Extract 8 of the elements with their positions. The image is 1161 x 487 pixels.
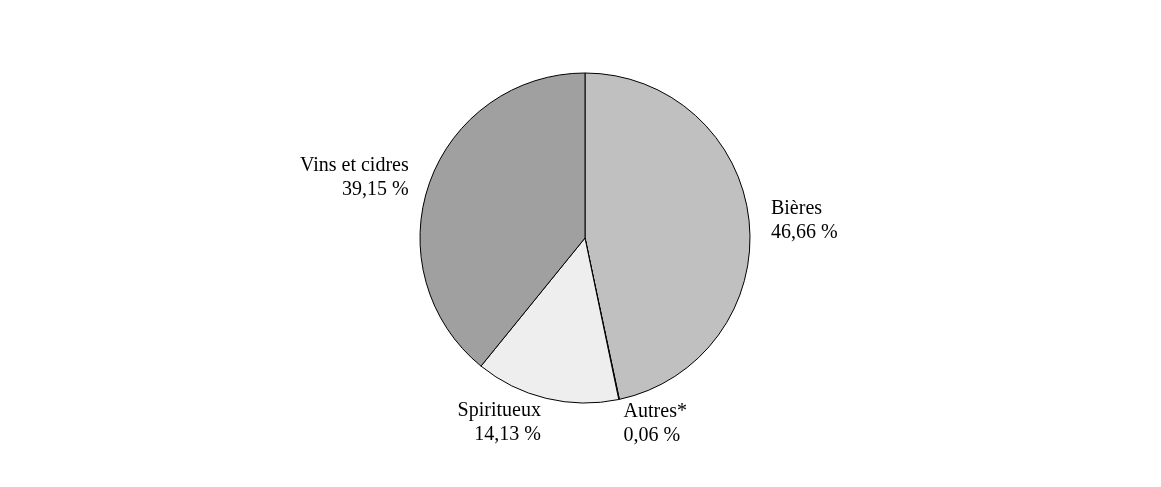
slice-label: Autres* — [623, 398, 687, 421]
data-label: 14,13 % — [474, 421, 541, 444]
data-label: 39,15 % — [342, 177, 409, 200]
slice-label: Bières — [770, 196, 823, 219]
slice-label: Spiritueux — [457, 397, 541, 421]
slice-label: Vins et cidres — [299, 153, 409, 176]
data-label: 0,06 % — [623, 422, 681, 445]
data-label: 46,66 % — [770, 220, 838, 243]
